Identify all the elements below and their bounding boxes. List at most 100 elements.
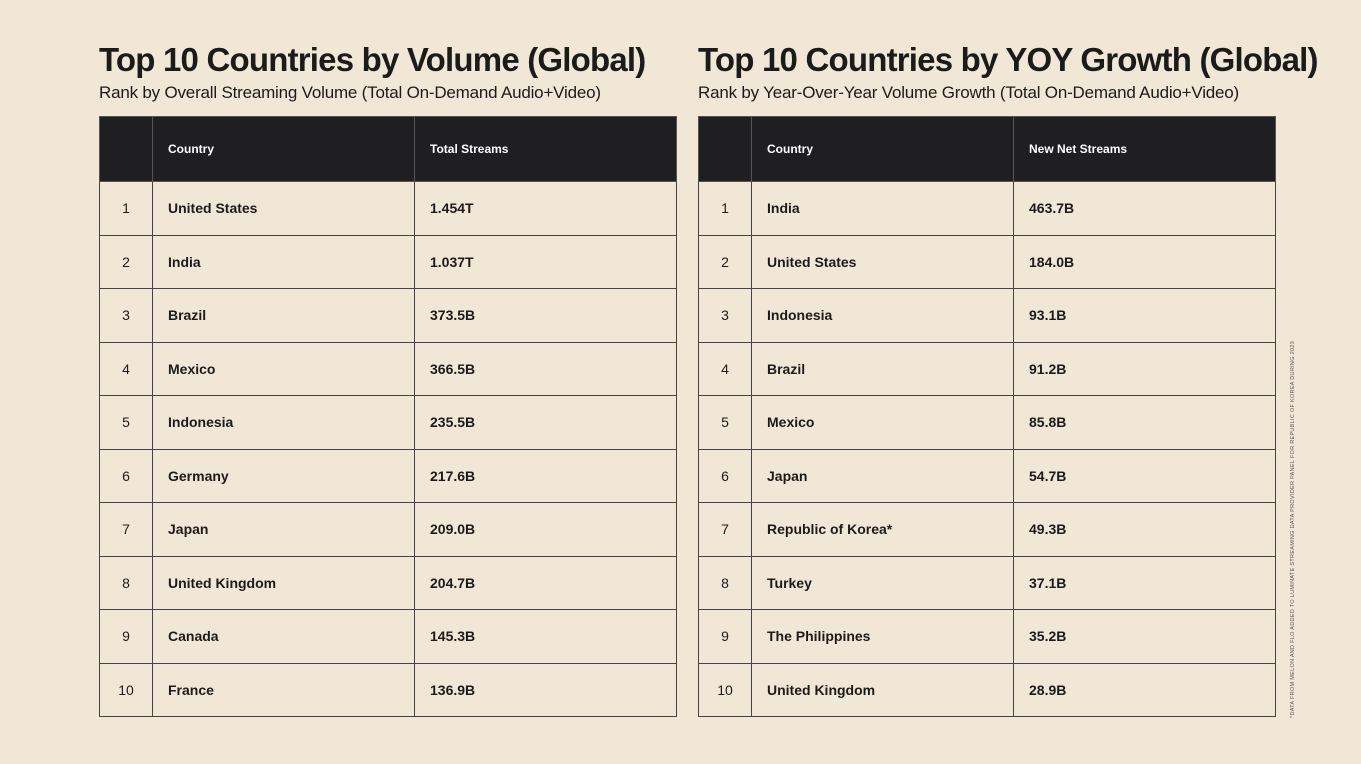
rank-cell: 8 — [99, 555, 153, 610]
rank-cell: 7 — [698, 502, 752, 557]
cell: 1.454T — [414, 181, 677, 236]
cell: Brazil — [152, 288, 415, 343]
rank-cell: 2 — [99, 234, 153, 289]
cell: 28.9B — [1013, 662, 1276, 717]
rank-cell: 2 — [698, 234, 752, 289]
cell: 93.1B — [1013, 288, 1276, 343]
cell: 85.8B — [1013, 395, 1276, 450]
cell: 91.2B — [1013, 341, 1276, 396]
header-cell: Country — [152, 116, 415, 182]
cell: India — [152, 234, 415, 289]
cell: Turkey — [751, 555, 1014, 610]
table-row: 10 France 136.9B — [99, 662, 677, 717]
rank-cell: 1 — [99, 181, 153, 236]
rank-cell: 5 — [698, 395, 752, 450]
cell: United Kingdom — [751, 662, 1014, 717]
table-row: 3 Indonesia 93.1B — [698, 288, 1276, 343]
cell: United Kingdom — [152, 555, 415, 610]
cell: India — [751, 181, 1014, 236]
rank-cell: 10 — [99, 662, 153, 717]
cell: Japan — [152, 502, 415, 557]
table-row: 9 The Philippines 35.2B — [698, 609, 1276, 664]
cell: 217.6B — [414, 448, 677, 503]
cell: Japan — [751, 448, 1014, 503]
table-subtitle: Rank by Overall Streaming Volume (Total … — [99, 83, 601, 102]
cell: 136.9B — [414, 662, 677, 717]
cell: 184.0B — [1013, 234, 1276, 289]
header-cell: Total Streams — [414, 116, 677, 182]
table-row: 5 Mexico 85.8B — [698, 395, 1276, 450]
table-row: 8 Turkey 37.1B — [698, 555, 1276, 610]
table-row: 1 India 463.7B — [698, 181, 1276, 236]
header-row: Country Total Streams — [99, 116, 677, 182]
cell: 35.2B — [1013, 609, 1276, 664]
cell: 463.7B — [1013, 181, 1276, 236]
data-table: Country New Net Streams 1 India 463.7B 2 Unite… — [698, 116, 1276, 717]
cell: 1.037T — [414, 234, 677, 289]
table-head: Country Total Streams — [99, 116, 677, 182]
rank-cell: 9 — [99, 609, 153, 664]
cell: The Philippines — [751, 609, 1014, 664]
cell: 204.7B — [414, 555, 677, 610]
cell: 235.5B — [414, 395, 677, 450]
footnote: *DATA FROM MELON AND FLO ADDED TO LUMINA… — [1290, 340, 1296, 718]
rank-cell: 5 — [99, 395, 153, 450]
cell: United States — [152, 181, 415, 236]
cell: Canada — [152, 609, 415, 664]
table-row: 10 United Kingdom 28.9B — [698, 662, 1276, 717]
table-row: 3 Brazil 373.5B — [99, 288, 677, 343]
cell: Indonesia — [751, 288, 1014, 343]
header-cell: New Net Streams — [1013, 116, 1276, 182]
cell: 366.5B — [414, 341, 677, 396]
table-row: 8 United Kingdom 204.7B — [99, 555, 677, 610]
cell: 37.1B — [1013, 555, 1276, 610]
rank-cell: 4 — [698, 341, 752, 396]
cell: Republic of Korea* — [751, 502, 1014, 557]
table-title: Top 10 Countries by Volume (Global) — [99, 41, 646, 78]
table-row: 4 Brazil 91.2B — [698, 341, 1276, 396]
table-row: 7 Japan 209.0B — [99, 502, 677, 557]
cell: 145.3B — [414, 609, 677, 664]
table-block: Top 10 Countries by Volume (Global) Rank… — [99, 40, 677, 717]
table-head: Country New Net Streams — [698, 116, 1276, 182]
table-row: 2 India 1.037T — [99, 234, 677, 289]
rank-cell: 3 — [99, 288, 153, 343]
table-subtitle: Rank by Year-Over-Year Volume Growth (To… — [698, 83, 1240, 102]
cell: Brazil — [751, 341, 1014, 396]
table-block: Top 10 Countries by YOY Growth (Global) … — [698, 40, 1319, 717]
table-row: 1 United States 1.454T — [99, 181, 677, 236]
rank-cell: 3 — [698, 288, 752, 343]
cell: 54.7B — [1013, 448, 1276, 503]
cell: 209.0B — [414, 502, 677, 557]
header-cell: Country — [751, 116, 1014, 182]
header-row: Country New Net Streams — [698, 116, 1276, 182]
data-table: Country Total Streams 1 United States 1.454T… — [99, 116, 677, 717]
cell: 49.3B — [1013, 502, 1276, 557]
rank-cell: 9 — [698, 609, 752, 664]
table-row: 6 Japan 54.7B — [698, 448, 1276, 503]
rank-cell: 6 — [698, 448, 752, 503]
cell: United States — [751, 234, 1014, 289]
header-cell — [99, 116, 153, 182]
rank-cell: 1 — [698, 181, 752, 236]
cell: Mexico — [152, 341, 415, 396]
rank-cell: 6 — [99, 448, 153, 503]
table-row: 4 Mexico 366.5B — [99, 341, 677, 396]
cell: Germany — [152, 448, 415, 503]
table-body: 1 India 463.7B 2 United States 184.0B 3 Indones… — [698, 181, 1276, 717]
cell: France — [152, 662, 415, 717]
cell: Mexico — [751, 395, 1014, 450]
rank-cell: 8 — [698, 555, 752, 610]
cell: Indonesia — [152, 395, 415, 450]
header-cell — [698, 116, 752, 182]
table-title: Top 10 Countries by YOY Growth (Global) — [698, 41, 1319, 78]
table-row: 9 Canada 145.3B — [99, 609, 677, 664]
cell: 373.5B — [414, 288, 677, 343]
table-row: 6 Germany 217.6B — [99, 448, 677, 503]
table-body: 1 United States 1.454T 2 India 1.037T 3 Brazil 3… — [99, 181, 677, 717]
rank-cell: 4 — [99, 341, 153, 396]
rank-cell: 10 — [698, 662, 752, 717]
table-row: 2 United States 184.0B — [698, 234, 1276, 289]
table-row: 5 Indonesia 235.5B — [99, 395, 677, 450]
